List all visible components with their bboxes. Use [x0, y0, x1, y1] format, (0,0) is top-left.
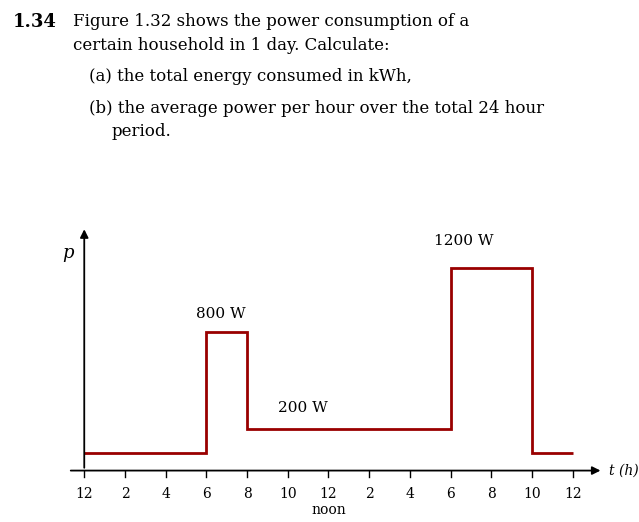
Text: p: p — [62, 244, 73, 262]
Text: 800 W: 800 W — [196, 307, 246, 321]
Text: 1200 W: 1200 W — [435, 234, 494, 248]
Text: 12: 12 — [564, 487, 581, 501]
Text: 4: 4 — [161, 487, 170, 501]
Text: 4: 4 — [406, 487, 414, 501]
Text: 8: 8 — [243, 487, 252, 501]
Text: 10: 10 — [279, 487, 296, 501]
Text: (b) the average power per hour over the total 24 hour: (b) the average power per hour over the … — [89, 100, 544, 117]
Text: period.: period. — [112, 123, 172, 140]
Text: 2: 2 — [365, 487, 374, 501]
Text: 2: 2 — [121, 487, 129, 501]
Text: 200 W: 200 W — [277, 401, 327, 415]
Text: 1.34: 1.34 — [13, 13, 57, 31]
Text: 12: 12 — [75, 487, 93, 501]
Text: noon: noon — [311, 503, 346, 517]
Text: 8: 8 — [487, 487, 496, 501]
Text: Figure 1.32 shows the power consumption of a: Figure 1.32 shows the power consumption … — [73, 13, 470, 30]
Text: t (h): t (h) — [610, 464, 639, 478]
Text: 10: 10 — [523, 487, 541, 501]
Text: (a) the total energy consumed in kWh,: (a) the total energy consumed in kWh, — [89, 68, 412, 85]
Text: 6: 6 — [446, 487, 455, 501]
Text: certain household in 1 day. Calculate:: certain household in 1 day. Calculate: — [73, 37, 390, 54]
Text: 12: 12 — [320, 487, 337, 501]
Text: 6: 6 — [202, 487, 211, 501]
